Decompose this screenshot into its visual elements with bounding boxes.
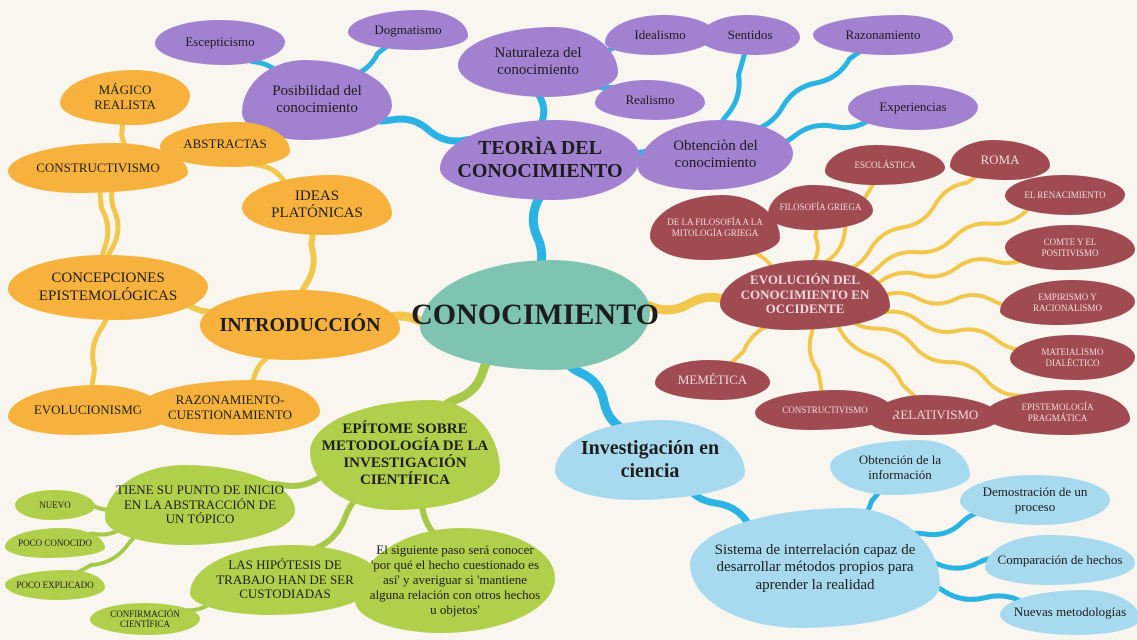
node-evolucion_occ: EVOLUCIÓN DEL CONOCIMIENTO EN OCCIDENTE <box>720 260 890 330</box>
node-dogmatismo: Dogmatismo <box>348 10 468 50</box>
node-label: EVOLUCIÓN DEL CONOCIMIENTO EN OCCIDENTE <box>730 273 880 318</box>
node-label: MEMÉTICA <box>678 373 747 388</box>
node-intro: INTRODUCCIÓN <box>200 290 400 360</box>
node-label: MÁGICO REALISTA <box>70 83 180 113</box>
node-materialismo: MATEIALISMO DIALÉCTICO <box>1010 335 1135 380</box>
node-nuevas_met: Nuevas metodologías <box>1000 590 1137 635</box>
node-label: INTRODUCCIÓN <box>219 314 380 337</box>
node-experiencias: Experiencias <box>848 85 978 130</box>
node-label: CONSTRUCTIVISMO <box>36 161 160 176</box>
node-label: ESCOLÁSTICA <box>854 160 915 170</box>
node-label: Dogmatismo <box>374 23 441 38</box>
node-label: FILOSOFÍA GRIEGA <box>780 202 862 212</box>
node-ideas_plat: IDEAS PLATÓNICAS <box>242 175 392 235</box>
node-label: Nuevas metodologías <box>1014 605 1126 620</box>
node-poco_conocido: POCO CONOCIDO <box>5 528 105 558</box>
node-label: ABSTRACTAS <box>183 137 266 152</box>
node-nuevo: NUEVO <box>15 490 95 520</box>
node-teoria: TEORÌA DEL CONOCIMIENTO <box>440 120 640 200</box>
node-label: POCO EXPLICADO <box>16 580 93 590</box>
node-empirismo: EMPIRISMO Y RACIONALISMO <box>1000 280 1135 325</box>
node-epitome: EPÍTOME SOBRE METODOLOGÍA DE LA INVESTIG… <box>310 400 500 510</box>
node-label: Sentidos <box>728 28 773 43</box>
node-razonamiento_c: RAZONAMIENTO-CUESTIONAMIENTO <box>140 380 320 435</box>
node-comparacion: Comparación de hechos <box>985 535 1135 585</box>
node-label: TIENE SU PUNTO DE INICIO EN LA ABSTRACCI… <box>115 483 285 528</box>
node-poco_explicado: POCO EXPLICADO <box>5 570 105 600</box>
node-hipotesis: LAS HIPÓTESIS DE TRABAJO HAN DE SER CUST… <box>190 545 380 615</box>
node-confirmacion: CONFIRMACIÓN CIENTÍFICA <box>90 603 200 635</box>
node-epist_prag: EPISTEMOLOGÍA PRAGMÁTICA <box>985 390 1130 435</box>
node-label: Escepticismo <box>185 35 254 50</box>
node-investigacion: Investigación en ciencia <box>555 420 745 500</box>
node-obtencion: Obtenciòn del conocimiento <box>638 120 793 190</box>
node-label: EVOLUCIONISMO <box>34 403 142 418</box>
node-constructivismo_o: CONSTRUCTIVISMO <box>8 143 188 193</box>
node-label: Posibilidad del conocimiento <box>252 83 382 118</box>
node-sistema: Sistema de interrelación capaz de desarr… <box>690 508 940 628</box>
node-sentidos: Sentidos <box>700 15 800 55</box>
node-comte: COMTE Y EL POSITIVISMO <box>1005 225 1135 270</box>
node-escepticismo: Escepticismo <box>155 20 285 65</box>
node-label: ROMA <box>980 153 1019 168</box>
node-label: Demostración de un proceso <box>970 485 1100 515</box>
node-tiene_punto: TIENE SU PUNTO DE INICIO EN LA ABSTRACCI… <box>105 465 295 545</box>
node-escolastica: ESCOLÁSTICA <box>825 145 945 185</box>
node-filo_griega: FILOSOFÍA GRIEGA <box>768 185 873 230</box>
node-demostracion: Demostración de un proceso <box>960 475 1110 525</box>
node-label: Razonamiento <box>845 28 920 43</box>
node-label: Idealismo <box>634 28 685 43</box>
node-label: NUEVO <box>39 500 71 510</box>
node-label: EPÍTOME SOBRE METODOLOGÍA DE LA INVESTIG… <box>320 421 490 490</box>
node-label: CONOCIMIENTO <box>411 298 659 333</box>
node-label: Realismo <box>625 93 674 108</box>
node-realismo: Realismo <box>595 80 705 120</box>
node-label: CONFIRMACIÓN CIENTÍFICA <box>100 609 190 630</box>
node-label: TEORÌA DEL CONOCIMIENTO <box>450 137 630 183</box>
node-center: CONOCIMIENTO <box>420 260 650 370</box>
node-label: EPISTEMOLOGÍA PRAGMÁTICA <box>995 402 1120 423</box>
node-label: El siguiente paso será conocer 'por qué … <box>365 543 545 618</box>
node-label: EL RENACIMIENTO <box>1024 190 1105 200</box>
node-magico: MÁGICO REALISTA <box>60 70 190 125</box>
node-naturaleza: Naturaleza del conocimiento <box>458 27 618 97</box>
node-concepciones: CONCEPCIONES EPISTEMOLÓGICAS <box>8 255 208 320</box>
node-renacimiento: EL RENACIMIENTO <box>1005 175 1125 215</box>
node-label: Comparación de hechos <box>998 553 1123 568</box>
node-label: Obtención de la información <box>840 453 960 483</box>
node-label: Sistema de interrelación capaz de desarr… <box>700 542 930 594</box>
node-idealismo: Idealismo <box>605 15 715 55</box>
node-label: LAS HIPÓTESIS DE TRABAJO HAN DE SER CUST… <box>200 558 370 603</box>
node-label: Experiencias <box>879 100 946 115</box>
node-roma: ROMA <box>950 140 1050 180</box>
node-label: Investigación en ciencia <box>565 437 735 483</box>
node-label: Obtenciòn del conocimiento <box>648 138 783 173</box>
node-label: COMTE Y EL POSITIVISMO <box>1015 237 1125 258</box>
node-label: MATEIALISMO DIALÉCTICO <box>1020 347 1125 368</box>
node-label: DE LA FILOSOFÍA A LA MITOLOGÍA GRIEGA <box>660 217 770 238</box>
node-label: EMPIRISMO Y RACIONALISMO <box>1010 292 1125 313</box>
node-memetica: MEMÉTICA <box>655 360 770 400</box>
node-label: RELATIVISMO <box>892 408 979 423</box>
node-obt_inf: Obtención de la información <box>830 440 970 495</box>
node-constructivismo_m: CONSTRUCTIVISMO <box>755 390 895 430</box>
node-filosofia_mit: DE LA FILOSOFÍA A LA MITOLOGÍA GRIEGA <box>650 195 780 260</box>
node-label: Naturaleza del conocimiento <box>468 45 608 80</box>
node-label: IDEAS PLATÓNICAS <box>252 188 382 223</box>
node-label: POCO CONOCIDO <box>18 538 92 548</box>
node-siguiente: El siguiente paso será conocer 'por qué … <box>355 528 555 633</box>
node-label: CONCEPCIONES EPISTEMOLÓGICAS <box>18 270 198 305</box>
node-razonamiento_p: Razonamiento <box>813 15 953 55</box>
node-label: RAZONAMIENTO-CUESTIONAMIENTO <box>150 393 310 423</box>
node-label: CONSTRUCTIVISMO <box>782 405 868 415</box>
